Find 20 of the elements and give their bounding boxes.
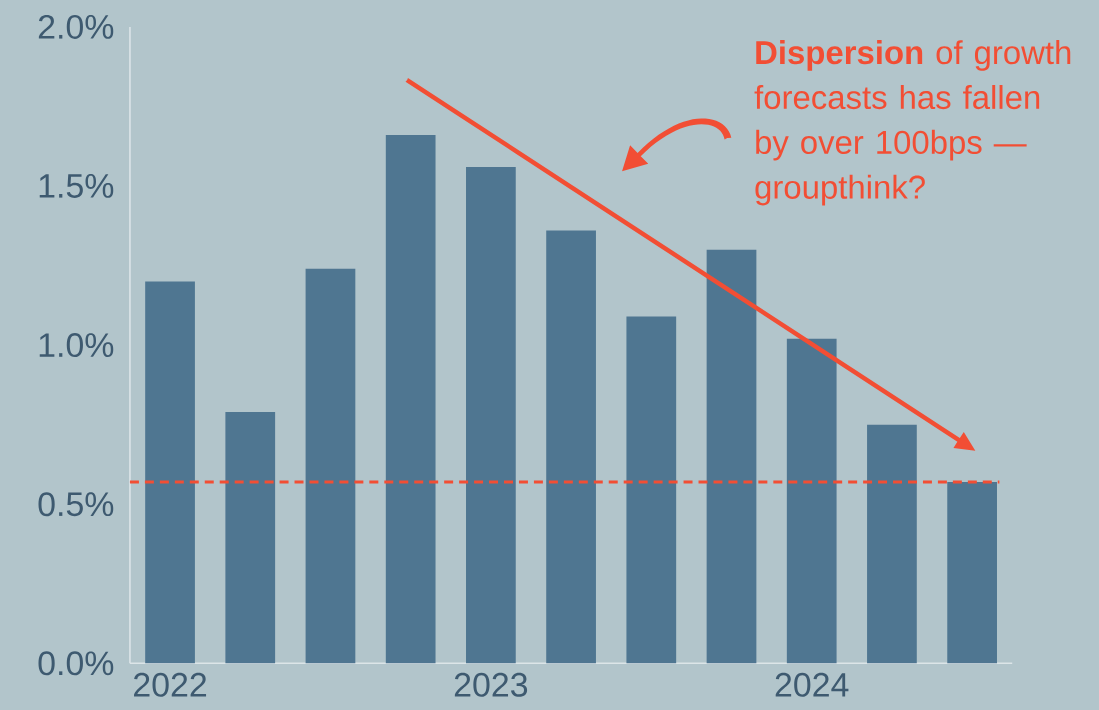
bar (225, 411, 276, 664)
bar (706, 249, 757, 664)
bar (947, 481, 997, 664)
bar (305, 268, 356, 664)
x-tick-label: 2022 (134, 672, 207, 697)
bar (546, 230, 596, 664)
bar (466, 166, 516, 664)
bar (786, 338, 837, 664)
annotation: Dispersion of growth forecasts has fallen by over 100bps — groupthink? (754, 40, 1071, 206)
y-tick-label: 2.0% (38, 14, 114, 39)
y-tick-label: 0.0% (38, 651, 114, 676)
y-tick-label: 0.5% (38, 492, 114, 517)
x-tick-label: 2023 (454, 672, 528, 697)
bar (385, 135, 436, 664)
x-tick-label: 2024 (775, 672, 849, 697)
y-tick-label: 1.5% (39, 173, 114, 198)
y-tick-label: 1.0% (39, 333, 114, 358)
bar (626, 316, 677, 664)
bar (145, 281, 195, 664)
bar (867, 424, 917, 664)
